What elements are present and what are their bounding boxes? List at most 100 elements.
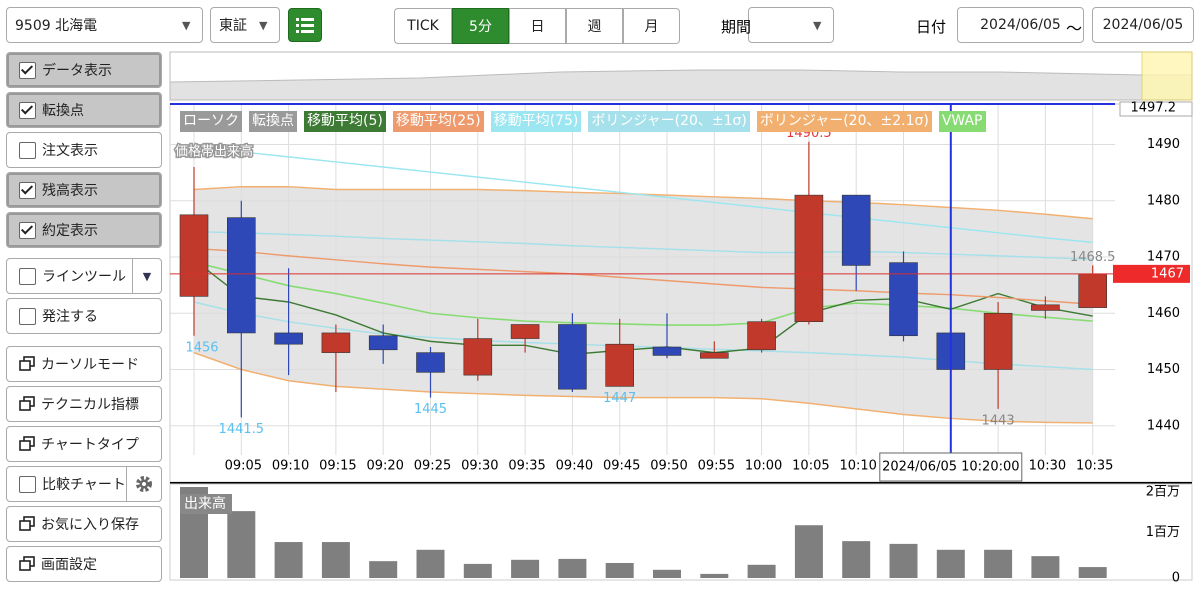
window-icon bbox=[19, 516, 35, 532]
band-line bbox=[193, 351, 1093, 424]
legend-item[interactable]: VWAP bbox=[938, 111, 986, 132]
side-button[interactable]: 転換点 bbox=[6, 92, 162, 128]
legend-item[interactable]: ローソク bbox=[180, 111, 242, 132]
crosshair-price-box bbox=[1119, 101, 1193, 117]
checkbox bbox=[19, 141, 36, 159]
side-button[interactable]: カーソルモード bbox=[6, 346, 162, 382]
volume-bar bbox=[511, 559, 540, 578]
candle-body bbox=[652, 346, 682, 356]
volume-label: 出来高 bbox=[184, 495, 226, 512]
date-from[interactable]: 2024/06/05 bbox=[957, 7, 1084, 43]
window-icon bbox=[19, 436, 35, 452]
icon bbox=[19, 436, 35, 451]
select[interactable]: 東証 ▼ bbox=[210, 7, 280, 43]
candle-body bbox=[321, 332, 351, 353]
volume-bar bbox=[936, 549, 965, 578]
legend-item[interactable]: ボリンジャー(20、±2.1σ) bbox=[756, 111, 932, 132]
x-tick-label: 10:10 bbox=[839, 459, 876, 474]
side-button[interactable]: データ表示 bbox=[6, 52, 162, 88]
gear bbox=[136, 476, 152, 492]
x-tick-label: 10:00 bbox=[745, 459, 782, 474]
window-icon bbox=[19, 396, 35, 412]
select[interactable]: 9509 北海電 ▼ bbox=[6, 7, 203, 43]
candle-body bbox=[983, 312, 1013, 370]
side-button[interactable]: ラインツール ▼ bbox=[6, 258, 162, 294]
side-button[interactable]: 比較チャート bbox=[6, 466, 162, 502]
y-tick-label: 1480 bbox=[1147, 193, 1180, 208]
side-label: 発注する bbox=[42, 309, 98, 325]
period-tab[interactable]: 5分 bbox=[452, 8, 509, 44]
current-price-box bbox=[1113, 264, 1190, 283]
y-tick-label: 1460 bbox=[1147, 306, 1180, 321]
period-tab[interactable]: TICK bbox=[394, 8, 452, 44]
legend-item[interactable]: 移動平均(25) bbox=[392, 111, 484, 132]
volume-bar bbox=[416, 549, 445, 578]
legend-item[interactable]: ボリンジャー(20、±1σ) bbox=[588, 111, 750, 132]
side-button[interactable]: 画面設定 bbox=[6, 546, 162, 582]
select-text: 東証 bbox=[219, 18, 247, 34]
side-label: 比較チャート bbox=[42, 477, 126, 493]
volume-bar bbox=[794, 525, 823, 578]
side-button[interactable]: 発注する bbox=[6, 298, 162, 334]
side-label: テクニカル指標 bbox=[41, 397, 139, 413]
x-tick-label: 10:05 bbox=[792, 459, 829, 474]
icon bbox=[19, 516, 35, 531]
volume-bar bbox=[227, 511, 256, 578]
side-button[interactable]: 注文表示 bbox=[6, 132, 162, 168]
overview-window[interactable] bbox=[1141, 51, 1193, 101]
candle-body bbox=[510, 324, 540, 339]
x-tick-label: 09:55 bbox=[698, 459, 735, 474]
price-annotation: 1468.5 bbox=[1070, 250, 1116, 265]
side-button[interactable]: お気に入り保存 bbox=[6, 506, 162, 542]
side-button[interactable]: チャートタイプ bbox=[6, 426, 162, 462]
volume-tick-label: 1百万 bbox=[1146, 525, 1180, 540]
legend-item[interactable]: 転換点 bbox=[249, 111, 297, 132]
checkbox bbox=[19, 181, 36, 199]
x-tick-label: 09:45 bbox=[603, 459, 640, 474]
volume-bar bbox=[653, 569, 681, 578]
side-label: 残高表示 bbox=[42, 183, 98, 199]
volume-bar bbox=[984, 549, 1013, 578]
crosshair-price: 1497.2 bbox=[1131, 101, 1177, 116]
period-tab[interactable]: 日 bbox=[509, 8, 566, 44]
x-tick-label: 10:30 bbox=[1029, 459, 1066, 474]
band-line bbox=[193, 230, 1093, 260]
side-label: お気に入り保存 bbox=[41, 517, 139, 533]
price-annotation: 1443 bbox=[982, 413, 1015, 428]
icon bbox=[19, 356, 35, 371]
date-to[interactable]: 2024/06/05 bbox=[1092, 7, 1194, 43]
list-button[interactable] bbox=[288, 8, 322, 42]
band-fill bbox=[194, 186, 1093, 423]
date-separator: 〜 bbox=[1066, 19, 1083, 38]
select[interactable]: ▼ bbox=[748, 7, 834, 43]
x-tick-label: 10:35 bbox=[1076, 459, 1113, 474]
volume-bar bbox=[321, 542, 350, 578]
settings-gear[interactable] bbox=[126, 467, 161, 501]
x-tick-label: 09:10 bbox=[272, 459, 309, 474]
price-annotation: 1445 bbox=[414, 402, 447, 417]
candle-body bbox=[605, 343, 635, 387]
side-button[interactable]: 約定表示 bbox=[6, 212, 162, 248]
legend-item[interactable]: 移動平均(5) bbox=[304, 111, 386, 132]
icon bbox=[19, 396, 35, 411]
volume-frame bbox=[169, 483, 1193, 581]
series-line bbox=[193, 146, 1093, 244]
side-label: 転換点 bbox=[42, 103, 84, 119]
period-tab[interactable]: 週 bbox=[566, 8, 623, 44]
x-tick-label: 09:20 bbox=[366, 459, 403, 474]
legend-item[interactable]: 移動平均(75) bbox=[490, 111, 582, 132]
volume-tick-label: 2百万 bbox=[1146, 485, 1180, 500]
series-line bbox=[193, 259, 1093, 356]
volume-bar bbox=[369, 561, 398, 578]
volume-bar bbox=[1031, 556, 1060, 578]
period-tab[interactable]: 月 bbox=[623, 8, 680, 44]
price-volume-label: 価格帯出来高 bbox=[175, 144, 253, 160]
select-arrow: ▼ bbox=[259, 18, 268, 32]
candle-body bbox=[747, 321, 776, 351]
side-button[interactable]: 残高表示 bbox=[6, 172, 162, 208]
side-button[interactable]: テクニカル指標 bbox=[6, 386, 162, 422]
checkbox bbox=[19, 307, 36, 325]
volume-bar bbox=[747, 564, 776, 578]
x-tick-label: 09:25 bbox=[414, 459, 451, 474]
